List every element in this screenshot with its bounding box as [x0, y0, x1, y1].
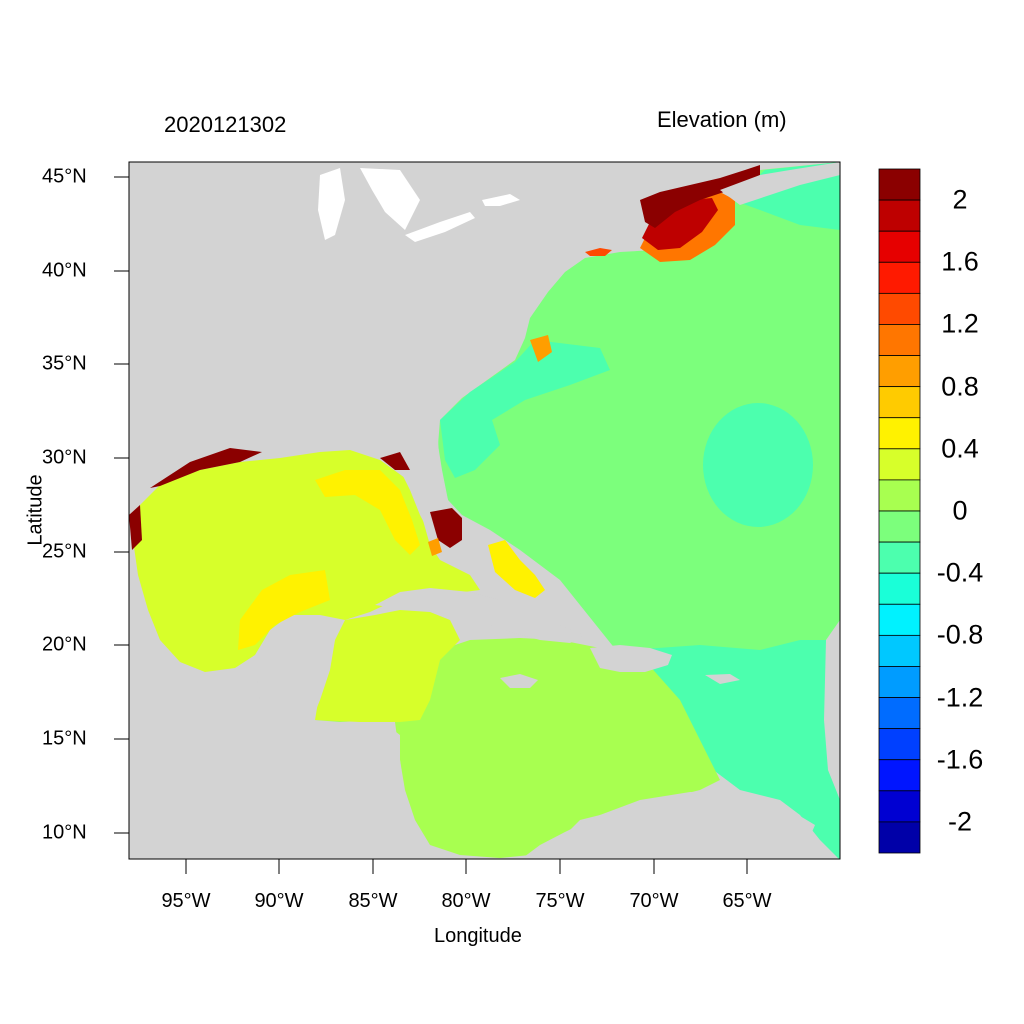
- colorbar-swatch: [878, 666, 921, 698]
- colorbar-label: 1.6: [941, 246, 979, 277]
- gulf-coast-surge: [150, 448, 262, 488]
- colorbar-swatch: [878, 572, 921, 605]
- lon-tick-label: 65°W: [722, 890, 772, 912]
- lake-ontario: [482, 194, 520, 206]
- colorbar-swatch: [878, 728, 921, 761]
- lake-erie: [405, 212, 475, 242]
- colorbar-label: 0.4: [941, 433, 979, 464]
- colorbar-swatch: [878, 479, 921, 512]
- colorbar-label: 1.2: [941, 308, 979, 339]
- colorbar-swatch: [878, 261, 921, 294]
- colorbar-label: 2: [952, 184, 968, 215]
- south-america: [521, 792, 815, 859]
- lat-tick-label: 25°N: [42, 540, 87, 563]
- se-us-coastal-band: [440, 340, 610, 478]
- colorbar-label: -0.4: [936, 557, 984, 588]
- texas-coast-surge: [129, 505, 142, 550]
- colorbar-swatch: [878, 603, 921, 636]
- chesapeake-surge: [530, 335, 552, 362]
- colorbar-label: -1.6: [936, 744, 984, 775]
- colorbar-swatch: [878, 292, 921, 325]
- lon-tick-label: 85°W: [348, 890, 398, 912]
- colorbar-swatch: [878, 821, 921, 854]
- lon-tick-label: 95°W: [161, 890, 211, 912]
- lat-tick-label: 10°N: [42, 821, 87, 844]
- lat-tick-label: 15°N: [42, 727, 87, 750]
- nova-scotia-land: [720, 162, 840, 205]
- colorbar-swatch: [878, 355, 921, 388]
- colorbar-label: -0.8: [936, 619, 984, 650]
- puerto-rico: [705, 674, 740, 684]
- x-axis-label: Longitude: [434, 925, 522, 947]
- colorbar-swatch: [878, 759, 921, 792]
- florida-west-surge: [428, 538, 442, 556]
- lon-tick-label: 90°W: [254, 890, 304, 912]
- cuba: [375, 588, 585, 643]
- colorbar-swatch: [878, 448, 921, 481]
- colorbar-swatch: [878, 386, 921, 419]
- lake-huron: [360, 168, 420, 230]
- big-bend-surge: [380, 452, 410, 470]
- colorbar-swatch: [878, 199, 921, 232]
- colorbar-swatch: [878, 541, 921, 574]
- lon-tick-label: 70°W: [629, 890, 679, 912]
- colorbar-swatch: [878, 790, 921, 823]
- lon-tick-label: 75°W: [535, 890, 585, 912]
- lake-michigan: [318, 168, 345, 240]
- gulf-of-maine-surge-inner: [642, 198, 718, 250]
- colorbar-swatch: [878, 510, 921, 543]
- lon-tick-marks: [185, 859, 748, 874]
- lon-tick-label: 80°W: [441, 890, 491, 912]
- colorbar-swatch: [878, 697, 921, 730]
- hispaniola: [590, 645, 672, 672]
- colorbar-swatch: [878, 417, 921, 450]
- plot-frame: [128, 161, 841, 860]
- loop-current-high: [238, 570, 330, 650]
- florida-shelf-high: [315, 470, 420, 555]
- lat-tick-label: 45°N: [42, 165, 87, 188]
- map-area: [129, 162, 840, 859]
- date-title: 2020121302: [164, 112, 287, 137]
- east-caribbean-band: [630, 640, 840, 859]
- colorbar-swatch: [878, 324, 921, 356]
- y-axis-label: Latitude: [24, 474, 47, 546]
- colorbar-swatch: [878, 168, 921, 201]
- lat-tick-label: 35°N: [42, 352, 87, 375]
- colorbar-swatch: [878, 634, 921, 667]
- western-caribbean: [315, 610, 460, 722]
- colorbar: [878, 168, 921, 854]
- colorbar-label: -2: [947, 806, 973, 837]
- colorbar-label: -1.2: [936, 682, 984, 713]
- jamaica: [500, 674, 538, 688]
- yucatan: [255, 620, 335, 720]
- lat-tick-label: 20°N: [42, 633, 87, 656]
- lat-tick-label: 40°N: [42, 259, 87, 282]
- long-island-sound: [585, 248, 612, 256]
- lat-tick-label: 30°N: [42, 446, 87, 469]
- sargasso-low: [703, 403, 813, 527]
- lat-tick-marks: [114, 176, 129, 834]
- colorbar-label: 0: [952, 495, 968, 526]
- central-america: [129, 720, 415, 859]
- colorbar-label: 0.8: [941, 371, 979, 402]
- colorbar-swatch: [878, 230, 921, 263]
- gulf-of-maine-surge-core: [640, 165, 760, 228]
- bahamas-bank: [488, 540, 545, 598]
- variable-title: Elevation (m): [657, 107, 787, 132]
- lesser-antilles-coast: [824, 620, 840, 800]
